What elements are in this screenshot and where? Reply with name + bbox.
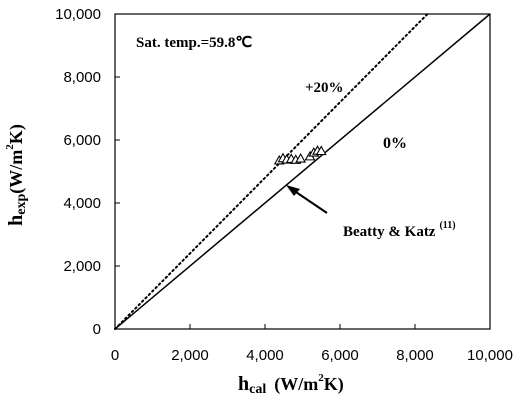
y-label-sub: exp [14,193,29,214]
annotation-plus-20: +20% [305,80,344,96]
data-point-triangle [315,145,327,156]
y-tick-label: 4,000 [63,195,101,212]
x-tick-label: 0 [111,347,119,364]
y-tick-label: 10,000 [55,6,101,23]
zero-percent-line [114,13,491,330]
x-tick-label: 6,000 [321,347,359,364]
y-axis-label-group: hexp(W/m2K) [4,124,29,226]
plus-20-percent-line [114,13,429,330]
x-label-unit-post: K) [324,374,344,395]
y-label-unit-post: K) [6,124,27,144]
annotation-sat-temp: Sat. temp.=59.8℃ [136,35,252,51]
x-tick-label: 10,000 [467,347,513,364]
y-axis-label: hexp(W/m2K) [4,124,29,226]
x-label-unit-pre: (W/m [274,374,318,395]
annotation-ref-sup: (11) [439,220,455,231]
data-point-triangle [295,152,307,163]
x-label-main: h [238,373,249,395]
y-label-sup: 2 [4,144,16,150]
x-label-sup: 2 [318,372,324,384]
y-tick-label: 6,000 [63,132,101,149]
x-tick-label: 8,000 [396,347,434,364]
x-label-sub: cal [249,382,266,395]
x-tick-label: 2,000 [171,347,209,364]
y-label-unit-pre: (W/m [6,150,27,194]
plot-frame [114,13,491,330]
y-tick-label: 2,000 [63,258,101,275]
x-axis-label: hcal (W/m2K) [238,372,344,395]
x-tick-label: 4,000 [246,347,284,364]
annotation-ref: Beatty & Katz (11) [343,220,456,240]
y-tick-label: 0 [93,321,101,338]
annotation-zero: 0% [383,135,407,152]
y-label-main: h [5,215,27,226]
annotation-arrowhead [286,185,300,196]
y-tick-label: 8,000 [63,69,101,86]
